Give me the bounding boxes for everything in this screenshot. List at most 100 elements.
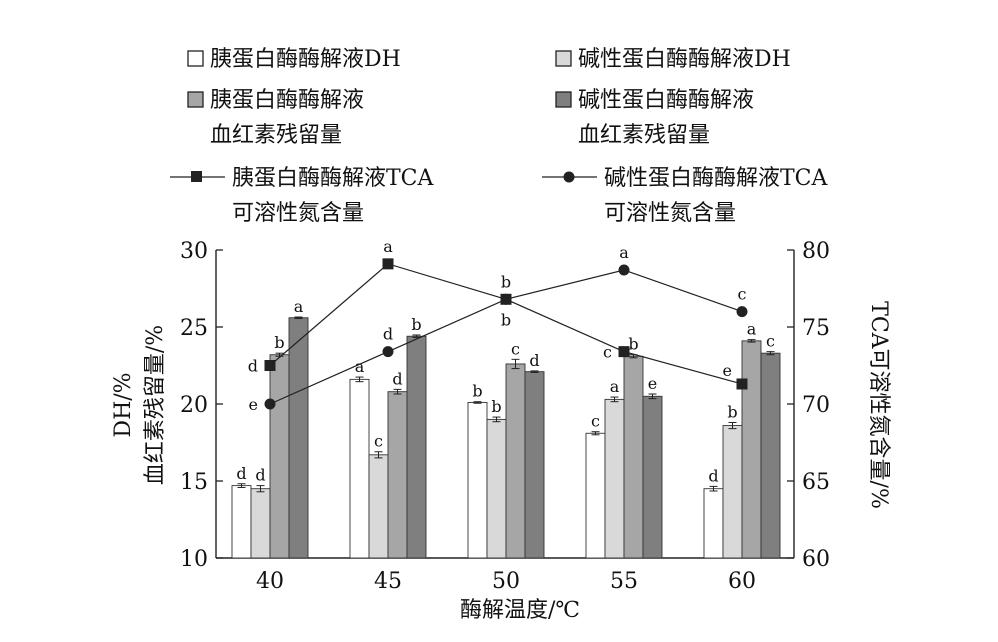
bar-significance-label: c — [511, 339, 520, 358]
bar-significance-label: a — [355, 357, 365, 376]
x-tick-label: 60 — [728, 569, 756, 594]
bar — [231, 485, 252, 559]
line-significance-label: b — [501, 272, 511, 291]
bar-significance-label: b — [491, 397, 501, 416]
x-tick-label: 40 — [256, 569, 284, 594]
square-marker — [618, 346, 630, 358]
line-significance-label: d — [383, 325, 393, 344]
left-axis-label-line1: DH/% — [111, 372, 136, 437]
circle-marker — [264, 398, 276, 410]
circle-marker — [736, 306, 748, 318]
legend-marker-circle — [563, 171, 575, 183]
legend-label-trypsin-tca-line1: 胰蛋白酶酶解液TCA — [232, 166, 435, 191]
bar — [368, 454, 389, 559]
legend-label-trypsin-dh: 胰蛋白酶酶解液DH — [210, 47, 401, 72]
left-tick-label: 15 — [180, 470, 208, 495]
legend-swatch-alkaline-heme — [555, 91, 572, 108]
bar — [741, 340, 762, 559]
left-axis-label-line2: 血红素残留量/% — [143, 325, 168, 485]
line-significance-label: e — [249, 395, 258, 414]
bar — [505, 363, 526, 559]
bar-significance-label: d — [255, 466, 265, 485]
right-axis-label-text: TCA可溶性氮含量/% — [866, 301, 891, 509]
bar-significance-label: d — [392, 369, 402, 388]
right-tick-label: 70 — [802, 393, 830, 418]
bar — [524, 371, 545, 559]
line-significance-label: d — [248, 357, 258, 376]
x-tick-label: 55 — [610, 569, 638, 594]
bar-significance-label: b — [411, 315, 421, 334]
legend-label-trypsin-heme-line1: 胰蛋白酶酶解液 — [210, 88, 364, 113]
legend: 胰蛋白酶酶解液DH 碱性蛋白酶酶解液DH 胰蛋白酶酶解液 血红素残留量 碱性蛋白… — [170, 47, 829, 226]
legend-label-alkaline-heme-line2: 血红素残留量 — [578, 123, 710, 148]
bar-significance-label: b — [727, 402, 737, 421]
right-axis-label: TCA可溶性氮含量/% — [866, 301, 891, 509]
left-tick-label: 25 — [180, 316, 208, 341]
legend-swatch-trypsin-heme — [187, 91, 204, 108]
bars — [231, 316, 781, 559]
right-tick-label: 80 — [802, 239, 830, 264]
circle-marker — [500, 293, 512, 305]
bar-significance-label: b — [472, 382, 482, 401]
right-tick-label: 75 — [802, 316, 830, 341]
left-axis-label: DH/% 血红素残留量/% — [111, 325, 168, 485]
bar — [269, 354, 290, 559]
bar-significance-label: a — [610, 377, 620, 396]
bar — [623, 355, 644, 559]
bar-significance-label: d — [236, 464, 246, 483]
line-significance-label: b — [501, 310, 511, 329]
line-significance-label: a — [383, 237, 393, 256]
legend-label-alkaline-dh: 碱性蛋白酶酶解液DH — [578, 47, 791, 72]
circle-marker — [382, 346, 394, 358]
right-tick-label: 60 — [802, 547, 830, 572]
bar — [585, 432, 606, 559]
bar — [604, 398, 625, 559]
bar — [406, 335, 427, 559]
legend-swatch-alkaline-dh — [555, 50, 572, 67]
bar-significance-label: c — [374, 432, 383, 451]
lines — [264, 258, 748, 410]
bar-significance-label: a — [747, 320, 757, 339]
bar — [288, 317, 309, 559]
bar — [250, 488, 271, 559]
line-significance-label: c — [738, 285, 747, 304]
x-tick-label: 50 — [492, 569, 520, 594]
bar — [642, 395, 663, 559]
bar — [349, 378, 370, 559]
left-tick-label: 30 — [180, 239, 208, 264]
bar — [703, 488, 724, 559]
square-marker — [736, 378, 748, 390]
left-tick-label: 20 — [180, 393, 208, 418]
left-tick-label: 10 — [180, 547, 208, 572]
bar — [722, 425, 743, 559]
bar-significance-label: e — [648, 374, 657, 393]
legend-label-trypsin-tca-line2: 可溶性氮含量 — [232, 201, 364, 226]
legend-swatch-trypsin-dh — [187, 50, 204, 67]
legend-label-trypsin-heme-line2: 血红素残留量 — [210, 123, 342, 148]
legend-label-alkaline-tca-line1: 碱性蛋白酶酶解液TCA — [604, 166, 829, 191]
legend-label-alkaline-heme-line1: 碱性蛋白酶酶解液 — [578, 88, 754, 113]
bar-significance-label: c — [591, 412, 600, 431]
bar-significance-label: c — [766, 332, 775, 351]
right-tick-label: 65 — [802, 470, 830, 495]
x-tick-label: 45 — [374, 569, 402, 594]
legend-marker-square — [191, 171, 202, 182]
line-significance-label: a — [619, 243, 629, 262]
bar-significance-label: d — [708, 466, 718, 485]
bar-significance-label: a — [294, 297, 304, 316]
circle-marker — [618, 264, 630, 276]
line-significance-label: c — [603, 343, 612, 362]
line-significance-label: e — [723, 361, 732, 380]
square-marker — [264, 360, 276, 371]
x-axis-label: 酶解温度/℃ — [460, 598, 580, 623]
bar-significance-label: b — [274, 333, 284, 352]
bar — [486, 418, 507, 559]
bar — [387, 391, 408, 559]
bar — [760, 352, 781, 559]
legend-label-alkaline-tca-line2: 可溶性氮含量 — [604, 201, 736, 226]
bar — [467, 402, 488, 559]
bar-significance-label: d — [529, 351, 539, 370]
square-marker — [382, 258, 394, 270]
